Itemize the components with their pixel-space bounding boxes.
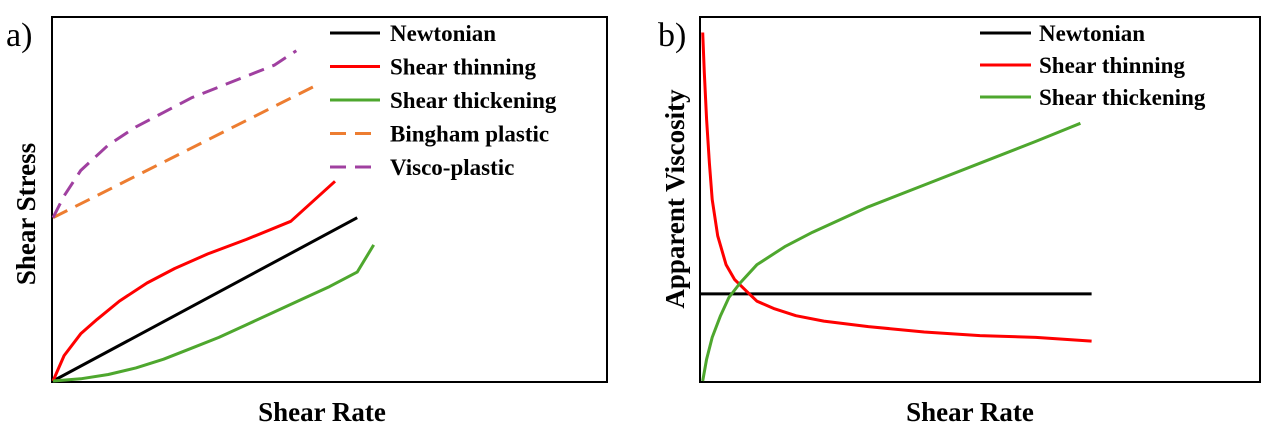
panel-a-y-axis-title: Shear Stress (11, 143, 41, 285)
panel-b-y-axis-title: Apparent Viscosity (660, 89, 690, 309)
panel-b: b) Shear Rate Apparent Viscosity Newtoni… (658, 16, 1261, 427)
panel-b-letter: b) (658, 17, 686, 54)
panel-a-legend-label-shear-thinning: Shear thinning (390, 55, 536, 80)
panel-a-legend-label-bingham-plastic: Bingham plastic (390, 122, 549, 147)
panel-a-series-bingham-plastic (52, 85, 314, 220)
panel-a-series-shear-thinning (51, 180, 337, 382)
panel-b-frame (699, 16, 1261, 383)
panel-b-x-axis-title: Shear Rate (906, 397, 1034, 427)
panel-a-plot-area (51, 49, 375, 383)
panel-a-legend-label-shear-thickening: Shear thickening (390, 88, 557, 113)
panel-a-series-newtonian (52, 216, 358, 383)
panel-a-frame (51, 16, 608, 383)
panel-a-series-shear-thickening (52, 244, 375, 383)
panel-b-legend-label-newtonian: Newtonian (1039, 21, 1145, 46)
panel-b-series-shear-thickening (701, 121, 1081, 382)
panel-a-legend-label-newtonian: Newtonian (390, 21, 496, 46)
panel-b-legend-label-shear-thickening: Shear thickening (1039, 85, 1206, 110)
panel-b-plot-area (701, 32, 1092, 382)
panel-a-series-visco-plastic (51, 49, 298, 219)
panel-a-legend-label-visco-plastic: Visco-plastic (390, 155, 514, 180)
panel-a: a) Shear Rate Shear Stress Newtonian Shea… (6, 16, 608, 427)
panel-b-series-shear-thinning (701, 32, 1092, 343)
panel-b-legend-label-shear-thinning: Shear thinning (1039, 53, 1185, 78)
panel-b-legend: Newtonian Shear thinning Shear thickening (980, 21, 1206, 110)
panel-a-x-axis-title: Shear Rate (258, 397, 386, 427)
panel-a-legend: Newtonian Shear thinning Shear thickening B… (330, 21, 557, 180)
panel-a-letter: a) (6, 17, 32, 54)
